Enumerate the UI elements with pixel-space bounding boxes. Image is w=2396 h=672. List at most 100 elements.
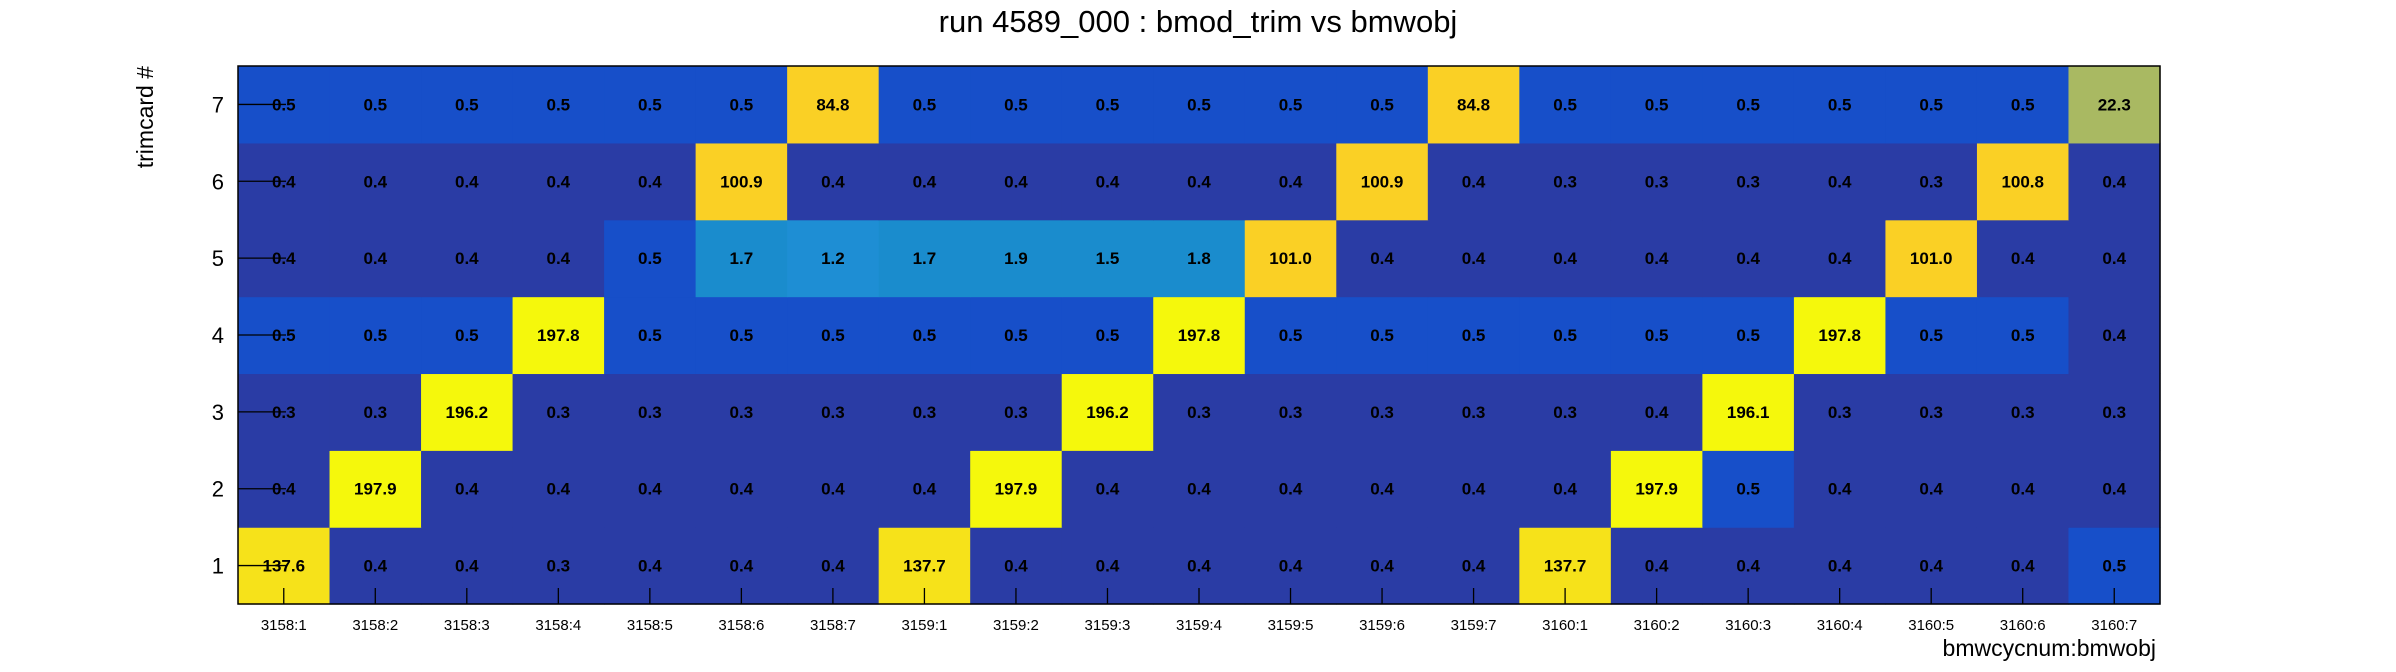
x-tick-label: 3160:4 xyxy=(1817,617,1863,634)
cell-value-label: 0.5 xyxy=(455,95,479,114)
cell-value-label: 0.5 xyxy=(2011,95,2035,114)
heatmap-cell xyxy=(1702,373,1795,451)
heatmap-cell xyxy=(787,142,880,221)
heatmap-cell xyxy=(1244,66,1337,144)
x-tick-label: 3159:6 xyxy=(1359,617,1405,634)
cell-value-label: 0.5 xyxy=(1828,95,1852,114)
y-axis-title: trimcard # xyxy=(132,66,158,168)
cell-value-label: 0.4 xyxy=(363,557,387,576)
heatmap-cell xyxy=(970,296,1063,375)
cell-value-label: 197.9 xyxy=(995,480,1038,499)
y-tick-label: 3 xyxy=(212,400,224,425)
cell-value-label: 137.7 xyxy=(1544,557,1587,576)
x-tick-label: 3159:5 xyxy=(1268,617,1314,634)
y-tick-label: 7 xyxy=(212,92,224,117)
cell-value-label: 0.5 xyxy=(1370,95,1394,114)
heatmap-cell xyxy=(787,296,880,375)
x-tick-label: 3158:3 xyxy=(444,617,490,634)
cell-value-label: 0.4 xyxy=(455,249,479,268)
cell-value-label: 0.4 xyxy=(1187,480,1211,499)
cell-value-label: 0.5 xyxy=(730,95,754,114)
heatmap-cell xyxy=(1610,373,1703,451)
heatmap-cell xyxy=(1336,296,1429,375)
heatmap-cell xyxy=(2068,66,2161,144)
cell-value-label: 196.1 xyxy=(1727,403,1770,422)
heatmap-cell xyxy=(878,373,971,451)
heatmap-cell xyxy=(1244,373,1337,451)
heatmap-cell xyxy=(878,296,971,375)
cell-value-label: 0.5 xyxy=(730,326,754,345)
y-tick-label: 4 xyxy=(212,323,224,348)
heatmap-cell xyxy=(1336,450,1429,528)
cell-value-label: 0.4 xyxy=(1370,557,1394,576)
cell-value-label: 1.2 xyxy=(821,249,845,268)
y-tick-label: 6 xyxy=(212,169,224,194)
cell-value-label: 0.4 xyxy=(1370,480,1394,499)
heatmap-cell xyxy=(1244,450,1337,528)
cell-value-label: 0.4 xyxy=(2102,172,2126,191)
cell-value-label: 0.5 xyxy=(1645,95,1669,114)
heatmap-cell xyxy=(1153,373,1246,451)
cell-value-label: 0.4 xyxy=(455,480,479,499)
heatmap-cell xyxy=(1793,450,1887,528)
cell-value-label: 0.4 xyxy=(638,172,662,191)
heatmap-cell xyxy=(1702,142,1795,221)
cell-value-label: 0.4 xyxy=(1004,557,1028,576)
cell-value-label: 137.7 xyxy=(903,557,946,576)
cell-value-label: 0.3 xyxy=(1919,403,1943,422)
heatmap-cell xyxy=(2068,450,2161,528)
cell-value-label: 0.4 xyxy=(363,249,387,268)
heatmap-cell xyxy=(1061,66,1154,144)
heatmap-cell xyxy=(1610,142,1703,221)
cell-value-label: 0.4 xyxy=(1187,557,1211,576)
heatmap-cell xyxy=(604,219,697,298)
heatmap-cell xyxy=(1244,219,1337,298)
cell-value-label: 0.4 xyxy=(455,172,479,191)
cell-value-label: 0.5 xyxy=(638,249,662,268)
x-tick-label: 3160:7 xyxy=(2091,617,2137,634)
heatmap-cell xyxy=(787,450,880,528)
cell-value-label: 0.4 xyxy=(1645,557,1669,576)
y-tick-label: 5 xyxy=(212,246,224,271)
cell-value-label: 1.7 xyxy=(913,249,937,268)
cell-value-label: 0.4 xyxy=(638,557,662,576)
heatmap-cell xyxy=(512,296,605,375)
heatmap-cell xyxy=(1885,219,1978,298)
heatmap-cell xyxy=(1153,66,1246,144)
cell-value-label: 0.4 xyxy=(2102,326,2126,345)
heatmap-cell xyxy=(1519,296,1612,375)
cell-value-label: 0.4 xyxy=(821,480,845,499)
heatmap-cell xyxy=(604,373,697,451)
heatmap-cell xyxy=(695,296,788,375)
cell-value-label: 0.4 xyxy=(1370,249,1394,268)
x-tick-label: 3159:2 xyxy=(993,617,1039,634)
cell-value-label: 0.4 xyxy=(1645,403,1669,422)
cell-value-label: 0.5 xyxy=(1187,95,1211,114)
y-tick-label: 1 xyxy=(212,554,224,579)
heatmap-cell xyxy=(1153,142,1246,221)
cell-value-label: 0.4 xyxy=(730,557,754,576)
cell-value-label: 0.4 xyxy=(1279,172,1303,191)
cell-value-label: 0.5 xyxy=(547,95,571,114)
heatmap-cell xyxy=(1793,296,1887,375)
cell-value-label: 0.5 xyxy=(2102,557,2126,576)
cell-value-label: 0.4 xyxy=(913,172,937,191)
heatmap-cell xyxy=(970,373,1063,451)
cell-value-label: 0.4 xyxy=(2011,557,2035,576)
cell-value-label: 0.5 xyxy=(363,95,387,114)
cell-value-label: 0.4 xyxy=(1828,480,1852,499)
heatmap-cell xyxy=(421,296,514,375)
heatmap-cell xyxy=(1793,142,1887,221)
heatmap-cell xyxy=(1610,450,1703,528)
x-tick-label: 3160:3 xyxy=(1725,617,1771,634)
cell-value-label: 0.3 xyxy=(1553,172,1577,191)
cell-value-label: 0.5 xyxy=(1736,326,1760,345)
cell-value-label: 0.5 xyxy=(2011,326,2035,345)
x-tick-label: 3158:5 xyxy=(627,617,673,634)
cell-value-label: 84.8 xyxy=(1457,95,1490,114)
heatmap-cell xyxy=(1336,142,1429,221)
cell-value-label: 0.5 xyxy=(1553,95,1577,114)
cell-value-label: 0.3 xyxy=(2102,403,2126,422)
cell-value-label: 1.8 xyxy=(1187,249,1211,268)
